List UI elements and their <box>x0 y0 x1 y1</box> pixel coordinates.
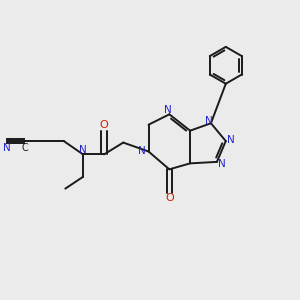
Text: O: O <box>100 120 108 130</box>
Text: N: N <box>164 105 172 115</box>
Text: N: N <box>79 145 87 155</box>
Text: C: C <box>22 142 28 153</box>
Text: N: N <box>218 159 226 169</box>
Text: N: N <box>3 142 10 153</box>
Text: N: N <box>205 116 212 126</box>
Text: N: N <box>138 146 146 156</box>
Text: N: N <box>227 135 234 145</box>
Text: O: O <box>165 194 174 203</box>
